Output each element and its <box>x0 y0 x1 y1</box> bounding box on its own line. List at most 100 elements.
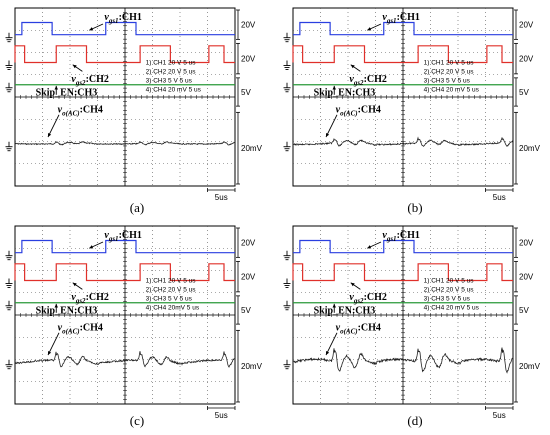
ch2-label-subscript: gs2 <box>353 297 364 305</box>
scale-label-1: 20V <box>241 21 256 30</box>
ch1-trace <box>293 21 513 36</box>
ch4-label-subscript: o(AC) <box>340 110 358 118</box>
scope-panel-d: vgs1:CH1vgs2:CH2Skip_EN:CH3vo(AC):CH41) … <box>283 225 541 428</box>
ch1-label-symbol: v <box>382 12 387 23</box>
ch4-label-subscript: o(AC) <box>62 328 80 336</box>
ch2-label: vgs2:CH2 <box>349 292 387 305</box>
ch2-label-subscript: gs2 <box>75 297 86 305</box>
ch4-label-symbol: v <box>336 105 341 116</box>
pointer-arrowhead <box>72 64 77 69</box>
ch4-label: vo(AC):CH4 <box>58 105 103 118</box>
pointer-arrowhead <box>89 245 94 249</box>
pointer-arrowhead <box>48 133 52 138</box>
ch1-trace <box>293 239 513 254</box>
pointer-arrow <box>325 332 338 356</box>
ch4-trace <box>14 351 236 368</box>
scale-label-2: 20V <box>241 273 256 282</box>
ch4-trace <box>292 136 514 147</box>
ch1-label-symbol: v <box>104 230 109 241</box>
ch2-label-channel: :CH2 <box>364 292 387 303</box>
pointer-arrowhead <box>350 64 355 69</box>
pointer-arrow <box>47 114 60 138</box>
ch4-label-subscript: o(AC) <box>340 328 358 336</box>
scale-label-3: 5V <box>241 306 251 315</box>
settings-line-2: 2) CH2 20 V 5 us <box>424 69 475 76</box>
settings-line-2: 2) CH2 20 V 5 us <box>424 287 475 294</box>
pointer-arrow <box>47 332 60 356</box>
ch4-trace <box>14 140 236 146</box>
ch3-label: Skip_EN:CH3 <box>314 306 376 317</box>
ch1-label-channel: :CH1 <box>397 12 420 23</box>
ch4-trace <box>292 347 514 374</box>
ch2-trace <box>14 263 235 282</box>
ch2-label-symbol: v <box>349 292 354 303</box>
settings-line-1: 1) CH1 20 V 5 us <box>424 278 475 285</box>
ch2-label: vgs2:CH2 <box>349 74 387 87</box>
ch4-label-symbol: v <box>58 323 63 334</box>
ch4-label: vo(AC):CH4 <box>336 323 381 336</box>
pointer-arrowhead <box>350 282 355 287</box>
ch3-label: Skip_EN:CH3 <box>36 88 98 99</box>
ch2-label-symbol: v <box>349 74 354 85</box>
ch2-label-symbol: v <box>71 292 76 303</box>
ch1-label: vgs1:CH1 <box>104 230 142 243</box>
ch1-label: vgs1:CH1 <box>104 12 142 25</box>
ch3-label: Skip_EN:CH3 <box>36 306 98 317</box>
settings-line-4: 4) CH4 20 mV 5 us <box>146 87 202 94</box>
scale-label-3: 5V <box>241 88 251 97</box>
ch1-label-channel: :CH1 <box>397 230 420 241</box>
scale-label-4: 20mV <box>241 362 263 371</box>
ch2-label-channel: :CH2 <box>364 74 387 85</box>
scale-label-1: 20V <box>519 21 534 30</box>
settings-line-3: 3) CH3 5 V 5 us <box>424 296 471 303</box>
ch4-label-symbol: v <box>58 105 63 116</box>
settings-line-2: 2) CH2 20 V 5 us <box>146 287 197 294</box>
pointer-arrowhead <box>89 27 94 31</box>
ch1-label-symbol: v <box>104 12 109 23</box>
settings-line-4: 4) CH4 20 mV 5 us <box>424 87 480 94</box>
panel-caption: (a) <box>130 200 144 215</box>
scale-label-2: 20V <box>241 55 256 64</box>
time-scale-label: 5us <box>493 411 506 420</box>
scale-label-3: 5V <box>519 306 529 315</box>
settings-line-1: 1) CH1 20 V 5 us <box>146 60 197 67</box>
ch1-label-subscript: gs1 <box>108 17 119 25</box>
ch4-label-channel: :CH4 <box>358 105 381 116</box>
ch3-label: Skip_EN:CH3 <box>314 88 376 99</box>
ch1-label-channel: :CH1 <box>119 230 142 241</box>
ch2-trace <box>292 45 513 64</box>
pointer-arrowhead <box>48 351 52 356</box>
scale-label-4: 20mV <box>519 144 541 153</box>
scale-label-1: 20V <box>519 239 534 248</box>
ch4-label-channel: :CH4 <box>80 105 103 116</box>
ch4-label-channel: :CH4 <box>358 323 381 334</box>
ch2-label-subscript: gs2 <box>353 79 364 87</box>
ch1-label: vgs1:CH1 <box>382 230 420 243</box>
ch1-trace <box>15 239 235 254</box>
ch2-label-symbol: v <box>71 74 76 85</box>
time-scale-label: 5us <box>215 411 228 420</box>
ch2-trace <box>14 45 235 64</box>
pointer-arrow <box>325 114 338 138</box>
ch4-label-subscript: o(AC) <box>62 110 80 118</box>
scale-label-4: 20mV <box>519 362 541 371</box>
ch2-label-subscript: gs2 <box>75 79 86 87</box>
ch2-label: vgs2:CH2 <box>71 292 109 305</box>
scope-panel-a: vgs1:CH1vgs2:CH2Skip_EN:CH3vo(AC):CH41) … <box>5 7 263 215</box>
pointer-arrowhead <box>54 303 58 308</box>
ch2-label-channel: :CH2 <box>86 74 109 85</box>
ch1-label-subscript: gs1 <box>108 235 119 243</box>
ch1-label-subscript: gs1 <box>386 17 397 25</box>
ch1-label-subscript: gs1 <box>386 235 397 243</box>
pointer-arrowhead <box>332 85 336 90</box>
panel-caption: (b) <box>407 200 422 215</box>
scale-label-2: 20V <box>519 55 534 64</box>
ch1-label-symbol: v <box>382 230 387 241</box>
settings-line-1: 1) CH1 20 V 5 us <box>146 278 197 285</box>
time-scale-label: 5us <box>215 193 228 202</box>
settings-line-3: 3) CH3 5 V 5 us <box>146 78 193 85</box>
ch2-trace <box>292 263 513 282</box>
scope-panel-b: vgs1:CH1vgs2:CH2Skip_EN:CH3vo(AC):CH41) … <box>283 7 541 215</box>
pointer-arrowhead <box>72 282 77 287</box>
